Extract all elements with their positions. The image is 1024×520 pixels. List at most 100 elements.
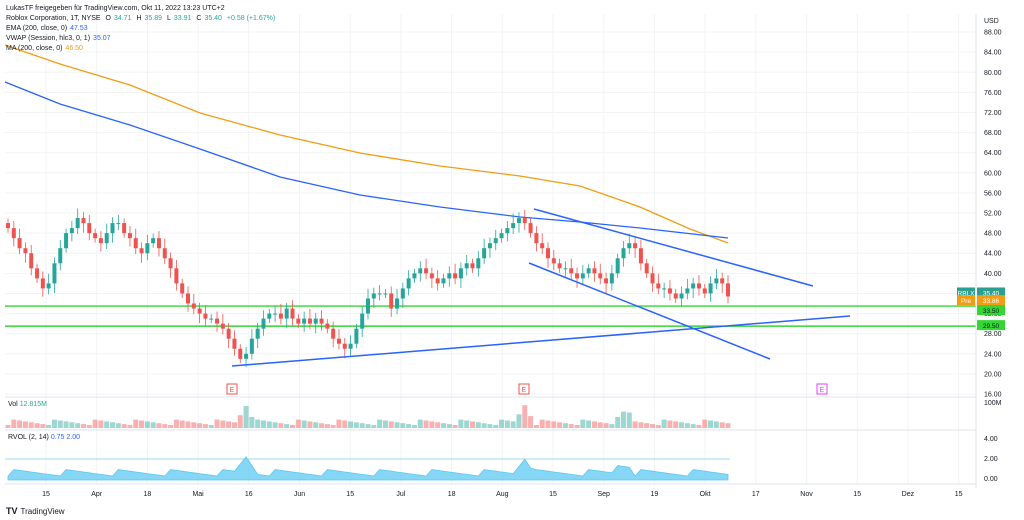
candle-body xyxy=(342,343,347,349)
volume-bar xyxy=(185,421,191,428)
volume-bar xyxy=(51,419,57,428)
candle-body xyxy=(58,248,63,264)
volume-bar xyxy=(557,422,563,428)
time-tick-label: 15 xyxy=(955,491,963,498)
volume-bar xyxy=(655,425,661,428)
ohlc-l-label: L xyxy=(166,15,171,22)
volume-bar xyxy=(237,415,243,428)
tag-value-box xyxy=(977,320,1005,331)
symbol-line: Roblox Corporation, 1T, NYSE O 34.71 H 35.… xyxy=(6,14,278,24)
time-tick-label: 15 xyxy=(42,491,50,498)
candle-body xyxy=(232,338,237,349)
candle-body xyxy=(284,308,289,319)
time-tick-label: Sep xyxy=(597,491,610,498)
candle-body xyxy=(98,238,103,244)
volume-bar xyxy=(702,419,708,428)
candle-body xyxy=(627,243,632,249)
candle-body xyxy=(575,273,580,279)
candle-body xyxy=(116,223,121,225)
price-tick-label: 28.00 xyxy=(984,331,1002,338)
candle-body xyxy=(453,273,458,279)
candle-body xyxy=(482,248,487,259)
candle-body xyxy=(476,258,481,269)
tag-label-text: Pre xyxy=(961,298,972,305)
candle-body xyxy=(261,318,266,329)
volume-bar xyxy=(417,419,423,428)
candle-body xyxy=(621,248,626,259)
volume-label[interactable]: Vol 12.815M xyxy=(8,401,47,408)
volume-bar xyxy=(539,419,545,428)
candle-body xyxy=(162,248,167,259)
price-tick-label: 40.00 xyxy=(984,271,1002,278)
candle-body xyxy=(580,273,585,279)
candle-body xyxy=(319,318,324,324)
candle-body xyxy=(255,328,260,339)
candle-body xyxy=(557,263,562,269)
candle-body xyxy=(656,283,661,289)
ema-200-line xyxy=(4,81,729,239)
volume-bar xyxy=(319,423,325,428)
candle-body xyxy=(569,268,574,274)
volume-bar xyxy=(510,421,516,428)
candle-body xyxy=(458,268,463,279)
time-tick-label: 15 xyxy=(853,491,861,498)
volume-bar xyxy=(725,423,731,428)
candle-body xyxy=(168,258,173,269)
candle-body xyxy=(546,248,550,259)
volume-bar xyxy=(324,424,330,428)
indicator-vwap[interactable]: VWAP (Session, hlc3, 0, 1) 35.07 xyxy=(6,35,111,42)
volume-bar xyxy=(411,425,417,428)
candle-body xyxy=(6,223,10,229)
candle-body xyxy=(395,298,400,309)
candle-body xyxy=(400,288,405,299)
volume-bar xyxy=(92,419,98,428)
candle-body xyxy=(180,283,185,294)
rvol-label[interactable]: RVOL (2, 14) 0.75 2.00 xyxy=(8,434,81,441)
volume-bar xyxy=(684,423,690,428)
volume-bar xyxy=(597,422,603,428)
earnings-marker: E xyxy=(518,383,530,395)
tag-value-box xyxy=(977,305,1005,316)
volume-bar xyxy=(638,422,644,428)
candle-body xyxy=(638,248,643,264)
volume-bar xyxy=(330,425,336,428)
indicator-ema[interactable]: EMA (200, close, 0) 47.53 xyxy=(6,25,88,32)
volume-bar xyxy=(574,425,580,428)
candle-body xyxy=(592,268,597,274)
volume-bar xyxy=(464,420,470,428)
candle-body xyxy=(377,293,382,295)
published-line: LukasTF freigegeben für TradingView.com,… xyxy=(6,5,225,12)
volume-bar xyxy=(11,419,17,428)
indicator-ma[interactable]: MA (200, close, 0) 46.50 xyxy=(6,45,83,52)
candle-body xyxy=(174,268,179,284)
tag-value-box xyxy=(977,287,1005,298)
candle-body xyxy=(633,243,638,249)
volume-bar xyxy=(545,420,551,428)
candle-body xyxy=(296,318,301,324)
rvol-axis-label: 0.00 xyxy=(984,476,998,483)
candle-body xyxy=(464,263,469,269)
candle-body xyxy=(702,288,707,294)
volume-bar xyxy=(644,423,650,428)
price-tick-label: 84.00 xyxy=(984,50,1002,57)
symbol-name: Roblox Corporation, 1T, NYSE xyxy=(6,15,101,22)
volume-bar xyxy=(353,422,359,428)
volume-bar xyxy=(475,422,481,428)
earnings-marker-box xyxy=(518,383,530,395)
volume-bar xyxy=(266,421,272,428)
time-tick-label: Apr xyxy=(91,491,103,498)
candle-body xyxy=(209,318,214,320)
candle-body xyxy=(528,223,533,234)
volume-bar xyxy=(249,417,255,428)
candle-body xyxy=(191,303,196,309)
tradingview-brand[interactable]: TV TradingView xyxy=(6,506,65,516)
volume-bar xyxy=(168,425,174,428)
candle-body xyxy=(720,278,725,284)
volume-bar xyxy=(301,420,307,428)
volume-bar xyxy=(400,423,406,428)
volume-bar xyxy=(632,421,638,428)
candle-body xyxy=(156,238,161,249)
volume-bar xyxy=(650,424,656,428)
